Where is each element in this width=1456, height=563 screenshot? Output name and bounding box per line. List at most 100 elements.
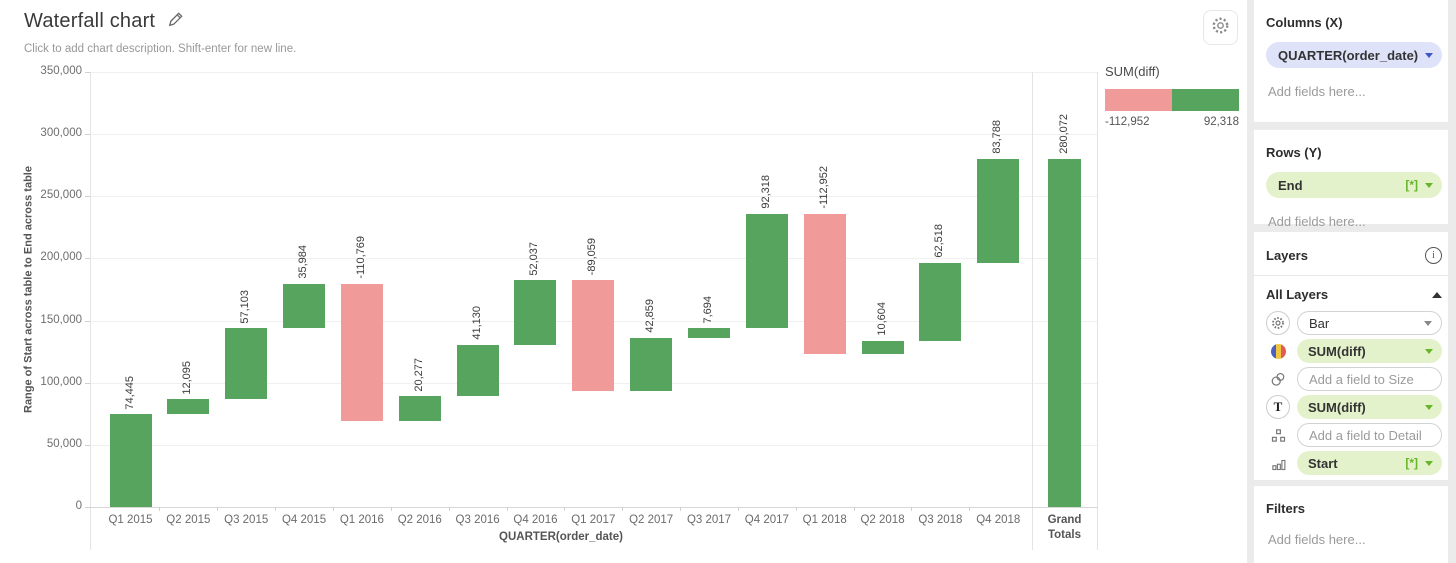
size-drop-zone[interactable]: Add a field to Size — [1297, 367, 1442, 391]
waterfall-bar[interactable] — [225, 328, 268, 400]
chevron-down-icon[interactable] — [1424, 320, 1432, 326]
gridline — [90, 134, 1097, 136]
x-axis-category-label: Q4 2015 — [281, 514, 327, 526]
page-title: Waterfall chart — [24, 10, 156, 32]
legend-gradient — [1105, 89, 1239, 111]
y-axis-tick — [85, 320, 90, 322]
waterfall-bar[interactable] — [167, 399, 210, 415]
mark-type-select[interactable]: Bar — [1297, 311, 1442, 335]
bar-value-label: 52,037 — [528, 241, 541, 276]
x-axis-tick — [622, 507, 624, 511]
filters-drop-zone[interactable]: Add fields here... — [1268, 532, 1366, 547]
text-field-label: SUM(diff) — [1308, 399, 1366, 415]
aggregate-badge: [*] — [1405, 178, 1418, 192]
x-axis-tick — [390, 507, 392, 511]
x-axis-category-label: Q1 2018 — [802, 514, 847, 526]
waterfall-bar[interactable] — [456, 345, 499, 397]
gear-icon — [1266, 311, 1290, 335]
bar-value-label: 57,103 — [239, 289, 252, 324]
waterfall-bar[interactable] — [572, 280, 615, 392]
chart-panel: Waterfall chart Click to add chart descr… — [0, 0, 1247, 563]
y-axis-tick-label: 300,000 — [40, 127, 82, 140]
x-axis-tick — [217, 507, 219, 511]
x-axis-tick — [506, 507, 508, 511]
x-axis-tick — [275, 507, 277, 511]
detail-drop-zone[interactable]: Add a field to Detail — [1297, 423, 1442, 447]
layer-slot-tooltip: Start [*] — [1266, 451, 1442, 475]
legend-max-label: 92,318 — [1203, 116, 1239, 128]
x-axis-category-label: Q3 2016 — [455, 514, 500, 526]
columns-drop-zone[interactable]: Add fields here... — [1268, 84, 1366, 99]
waterfall-bar[interactable] — [109, 414, 152, 507]
waterfall-bar[interactable] — [1048, 158, 1081, 507]
gridline — [90, 72, 1097, 73]
aggregate-badge: [*] — [1405, 456, 1418, 470]
x-axis-category-label: Q1 2015 — [108, 514, 153, 526]
divider — [1254, 275, 1448, 276]
y-axis-tick-label: 350,000 — [40, 65, 82, 77]
gridline — [90, 258, 1097, 260]
chart-settings-button[interactable] — [1203, 10, 1238, 45]
bar-value-label: 83,788 — [991, 120, 1004, 154]
color-field-pill[interactable]: SUM(diff) — [1297, 339, 1442, 363]
waterfall-bar[interactable] — [919, 263, 962, 341]
chevron-down-icon[interactable] — [1425, 460, 1433, 466]
x-axis-category-label: Q4 2016 — [513, 514, 558, 526]
waterfall-bar[interactable] — [630, 337, 673, 392]
x-axis-category-label: Q2 2016 — [397, 514, 442, 526]
chevron-up-icon[interactable] — [1432, 291, 1442, 298]
chevron-down-icon[interactable] — [1425, 404, 1433, 410]
chart-description-placeholder[interactable]: Click to add chart description. Shift-en… — [24, 43, 297, 55]
plot-right-border — [1097, 72, 1098, 550]
rows-field-pill[interactable]: End [*] — [1266, 172, 1442, 198]
tooltip-field-pill[interactable]: Start [*] — [1297, 451, 1442, 475]
x-axis-category-label: Q2 2015 — [166, 514, 211, 526]
bar-value-label: 35,984 — [297, 245, 310, 279]
x-axis-category-label: Q3 2018 — [918, 514, 963, 526]
legend-labels: -112,952 92,318 — [1105, 116, 1239, 128]
layers-section: Layers i All Layers Bar SUM(diff) Add a f… — [1254, 232, 1448, 480]
y-axis-tick-label: 150,000 — [40, 313, 82, 326]
waterfall-bar[interactable] — [688, 328, 730, 338]
detail-icon — [1266, 423, 1290, 447]
layer-slot-detail: Add a field to Detail — [1266, 423, 1442, 447]
bar-value-label: 10,604 — [875, 302, 888, 336]
columns-field-pill[interactable]: QUARTER(order_date) — [1266, 42, 1442, 68]
waterfall-bar[interactable] — [803, 213, 846, 354]
waterfall-bar[interactable] — [514, 280, 557, 346]
x-axis-category-label: Q2 2018 — [860, 514, 905, 526]
waterfall-bar[interactable] — [283, 283, 326, 329]
x-axis-category-label: Q1 2017 — [571, 514, 616, 526]
bar-value-label: 41,130 — [470, 306, 483, 341]
legend-title: SUM(diff) — [1105, 64, 1160, 79]
y-axis-tick-label: 50,000 — [46, 437, 82, 450]
x-axis-tick — [680, 507, 682, 511]
waterfall-bar[interactable] — [745, 213, 788, 329]
x-axis-tick — [448, 507, 450, 511]
rows-title: Rows (Y) — [1266, 145, 1322, 160]
chevron-down-icon[interactable] — [1425, 182, 1433, 188]
color-field-label: SUM(diff) — [1308, 343, 1366, 359]
rows-drop-zone[interactable]: Add fields here... — [1268, 214, 1366, 229]
y-axis-tick-label: 250,000 — [40, 189, 82, 202]
chevron-down-icon[interactable] — [1425, 348, 1433, 354]
legend-min-label: -112,952 — [1105, 116, 1150, 128]
waterfall-bar[interactable] — [977, 158, 1020, 264]
x-axis-tick — [911, 507, 913, 511]
chevron-down-icon[interactable] — [1425, 52, 1433, 58]
bar-value-label: 7,694 — [702, 295, 714, 324]
bar-value-label: -112,952 — [817, 165, 830, 209]
x-axis-tick — [853, 507, 855, 511]
waterfall-bar[interactable] — [340, 283, 383, 422]
x-axis-tick — [159, 507, 161, 511]
bar-value-label: 92,318 — [759, 174, 772, 209]
waterfall-bar[interactable] — [861, 340, 904, 354]
waterfall-bar[interactable] — [398, 396, 441, 422]
gear-icon — [1211, 16, 1230, 40]
edit-title-button[interactable] — [167, 11, 184, 33]
tooltip-icon — [1266, 451, 1290, 475]
x-axis-tick — [969, 507, 971, 511]
text-field-pill[interactable]: SUM(diff) — [1297, 395, 1442, 419]
layer-slot-size: Add a field to Size — [1266, 367, 1442, 391]
info-icon[interactable]: i — [1425, 247, 1442, 264]
